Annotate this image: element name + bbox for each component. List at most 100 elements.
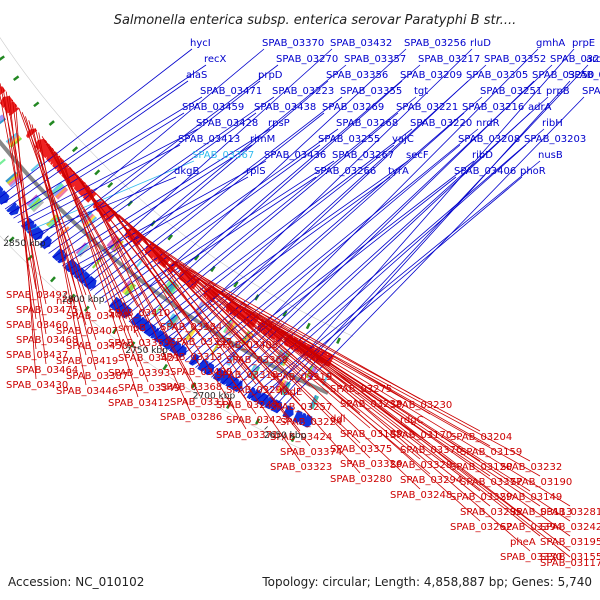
gene-label-reverse[interactable]: SPAB_03410 bbox=[108, 308, 170, 319]
gene-label-forward[interactable]: aroL bbox=[586, 54, 600, 65]
gene-label-forward[interactable]: SPAB_03209 bbox=[400, 70, 462, 81]
gene-label-reverse[interactable]: SPAB_03337 bbox=[170, 337, 232, 348]
gene-label-forward[interactable]: SPAB_03217 bbox=[418, 54, 480, 65]
gene-label-reverse[interactable]: SPAB_03257 bbox=[270, 402, 332, 413]
gene-label-forward[interactable]: phoR bbox=[520, 166, 546, 177]
gene-label-forward[interactable]: SPAB_03158 bbox=[582, 86, 600, 97]
gene-label-reverse[interactable]: SPAB_03195 bbox=[540, 537, 600, 548]
gene-label-forward[interactable]: SPAB_03220 bbox=[410, 118, 472, 129]
gene-label-forward[interactable]: gmhA bbox=[536, 38, 565, 49]
gene-label-forward[interactable]: tgt bbox=[414, 86, 428, 97]
gene-label-reverse[interactable]: SPAB_03290 bbox=[226, 385, 288, 396]
gene-label-forward[interactable]: hycI bbox=[190, 38, 211, 49]
gene-label-reverse[interactable]: SPAB_03394 bbox=[500, 522, 562, 533]
gene-label-reverse[interactable]: SPAB_03170 bbox=[390, 430, 452, 441]
gene-label-forward[interactable]: SPAB_03471 bbox=[200, 86, 262, 97]
gene-label-reverse[interactable]: SPAB_03376 bbox=[400, 445, 462, 456]
gene-label-forward[interactable]: prpB bbox=[546, 86, 570, 97]
gene-label-reverse[interactable]: SPAB_03450 bbox=[66, 341, 128, 352]
gene-label-reverse[interactable]: SPAB_03224 bbox=[280, 417, 342, 428]
gene-label-forward[interactable]: SPAB_03163 bbox=[568, 70, 600, 81]
gene-label-forward[interactable]: alaS bbox=[186, 70, 207, 81]
gene-label-reverse[interactable]: SPAB_03468 bbox=[16, 335, 78, 346]
gene-label-forward[interactable]: SPAB_03221 bbox=[396, 102, 458, 113]
gene-label-reverse[interactable]: SPAB_03424 bbox=[270, 432, 332, 443]
gene-label-reverse[interactable]: SPAB_03149 bbox=[500, 492, 562, 503]
gene-label-forward[interactable]: SPAB_03459 bbox=[182, 102, 244, 113]
gene-label-forward[interactable]: SPAB_03367 bbox=[192, 150, 254, 161]
gene-label-reverse[interactable]: SPAB_03318 bbox=[216, 370, 278, 381]
gene-label-reverse[interactable]: SPAB_03155 bbox=[540, 552, 600, 563]
gene-label-forward[interactable]: SPAB_03413 bbox=[178, 134, 240, 145]
gene-label-reverse[interactable]: SPAB_03323 bbox=[270, 462, 332, 473]
gene-label-reverse[interactable]: smpB bbox=[118, 323, 146, 334]
gene-label-reverse[interactable]: SPAB_03313 bbox=[160, 352, 222, 363]
gene-label-reverse[interactable]: SPAB_03275 bbox=[330, 384, 392, 395]
gene-label-forward[interactable]: prpE bbox=[572, 38, 595, 49]
gene-label-reverse[interactable]: SPAB_03262 bbox=[450, 522, 512, 533]
gene-label-forward[interactable]: yajC bbox=[392, 134, 414, 145]
gene-label-reverse[interactable]: SPAB_03419 bbox=[56, 356, 118, 367]
gene-label-forward[interactable]: SPAB_03305 bbox=[466, 70, 528, 81]
gene-label-forward[interactable]: SPAB_03255 bbox=[318, 134, 380, 145]
gene-label-reverse[interactable]: SPAB_03464 bbox=[16, 365, 78, 376]
gene-label-reverse[interactable]: SPAB_03408 bbox=[170, 367, 232, 378]
gene-label-reverse[interactable]: SPAB_03444 bbox=[66, 311, 128, 322]
gene-label-forward[interactable]: SPAB_03357 bbox=[344, 54, 406, 65]
gene-label-reverse[interactable]: SPAB_03387 bbox=[66, 371, 128, 382]
gene-label-reverse[interactable]: nrdI bbox=[56, 296, 76, 307]
gene-label-forward[interactable]: prpD bbox=[258, 70, 283, 81]
gene-label-reverse[interactable]: SPAB_03368 bbox=[160, 382, 222, 393]
gene-label-forward[interactable]: SPAB_03406 bbox=[454, 166, 516, 177]
gene-label-reverse[interactable]: SPAB_03423 bbox=[226, 415, 288, 426]
gene-label-reverse[interactable]: SPAB_03232 bbox=[500, 462, 562, 473]
gene-label-reverse[interactable]: SPAB_03421 bbox=[118, 353, 180, 364]
gene-label-reverse[interactable]: SPAB_03349 bbox=[118, 383, 180, 394]
gene-label-reverse[interactable]: SPAB_03248 bbox=[390, 490, 452, 501]
gene-label-forward[interactable]: SPAB_03270 bbox=[276, 54, 338, 65]
gene-label-reverse[interactable]: SPAB_03319 bbox=[270, 372, 332, 383]
gene-label-reverse[interactable]: SPAB_03190 bbox=[510, 477, 572, 488]
gene-label-reverse[interactable]: SPAB_03281 bbox=[540, 507, 600, 518]
gene-label-reverse[interactable]: SPAB_03384 bbox=[160, 322, 222, 333]
gene-label-reverse[interactable]: SPAB_03295 bbox=[460, 507, 522, 518]
gene-label-reverse[interactable]: SPAB_03159 bbox=[460, 447, 522, 458]
gene-label-reverse[interactable]: SPAB_03204 bbox=[450, 432, 512, 443]
gene-label-forward[interactable]: secF bbox=[406, 150, 429, 161]
gene-label-reverse[interactable]: SPAB_03330 bbox=[500, 552, 562, 563]
gene-label-reverse[interactable]: SPAB_03377 bbox=[460, 477, 522, 488]
gene-label-forward[interactable]: SPAB_03266 bbox=[314, 166, 376, 177]
gene-label-reverse[interactable]: SPAB_03113 bbox=[510, 507, 572, 518]
gene-label-forward[interactable]: nrdR bbox=[476, 118, 500, 129]
gene-label-reverse[interactable]: SPAB_03492 bbox=[6, 290, 68, 301]
gene-label-forward[interactable]: rluD bbox=[470, 38, 491, 49]
gene-label-forward[interactable]: SPAB_03223 bbox=[272, 86, 334, 97]
gene-label-forward[interactable]: SPAB_03355 bbox=[340, 86, 402, 97]
gene-label-reverse[interactable]: SPAB_03359 bbox=[108, 338, 170, 349]
gene-label-reverse[interactable]: SPAB_03371 bbox=[216, 430, 278, 441]
gene-label-forward[interactable]: rpsP bbox=[268, 118, 290, 129]
gene-label-forward[interactable]: SPAB_03432 bbox=[330, 38, 392, 49]
gene-label-forward[interactable]: SPAB_03208 bbox=[458, 134, 520, 145]
gene-label-reverse[interactable]: SPAB_03437 bbox=[6, 350, 68, 361]
gene-label-forward[interactable]: SPAB_03250 bbox=[532, 70, 594, 81]
gene-label-reverse[interactable]: SPAB_03460 bbox=[6, 320, 68, 331]
gene-label-reverse[interactable]: SPAB_03185 bbox=[340, 429, 402, 440]
gene-label-forward[interactable]: SPAB_03251 bbox=[480, 86, 542, 97]
gene-label-reverse[interactable]: rdgC bbox=[400, 415, 424, 426]
gene-label-reverse[interactable]: SPAB_03412 bbox=[108, 398, 170, 409]
gene-label-reverse[interactable]: SPAB_03407 bbox=[56, 326, 118, 337]
gene-label-forward[interactable]: SPAB_03438 bbox=[254, 102, 316, 113]
gene-label-reverse[interactable]: SPAB_03409 bbox=[216, 340, 278, 351]
gene-label-forward[interactable]: SPAB_03269 bbox=[322, 102, 384, 113]
gene-label-forward[interactable]: SPAB_03268 bbox=[336, 118, 398, 129]
gene-label-reverse[interactable]: SPAB_03374 bbox=[280, 447, 342, 458]
gene-label-forward[interactable]: SPAB_03436 bbox=[264, 150, 326, 161]
gene-label-reverse[interactable]: SPAB_03328 bbox=[390, 460, 452, 471]
gene-label-forward[interactable]: SPAB_03216 bbox=[462, 102, 524, 113]
gene-label-reverse[interactable]: SPAB_03242 bbox=[540, 522, 600, 533]
gene-label-reverse[interactable]: SPAB_03238 bbox=[340, 399, 402, 410]
gene-label-reverse[interactable]: SPAB_03117 bbox=[540, 558, 600, 569]
gene-label-forward[interactable]: tyrA bbox=[388, 166, 409, 177]
gene-label-reverse[interactable]: SPAB_03249 bbox=[216, 400, 278, 411]
